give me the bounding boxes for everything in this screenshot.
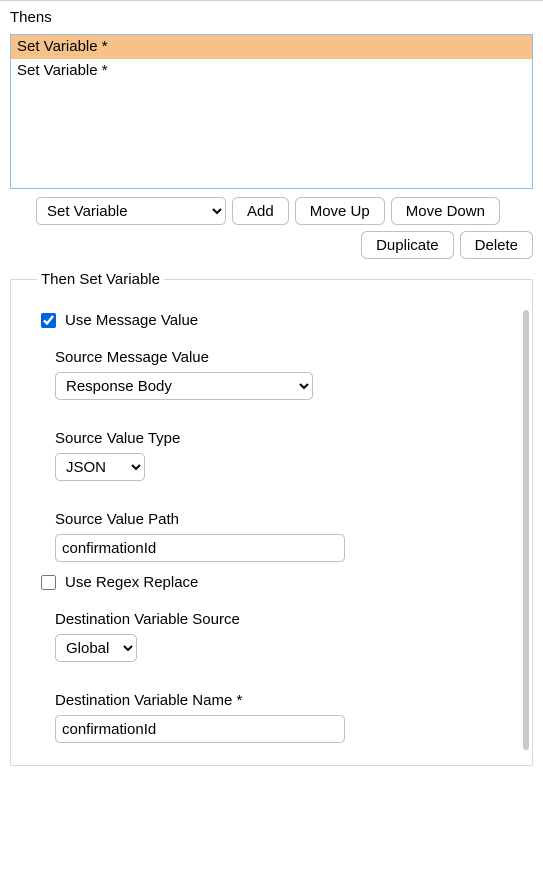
list-item[interactable]: Set Variable *: [11, 35, 532, 59]
then-set-variable-group: Then Set Variable Use Message Value Sour…: [10, 271, 533, 766]
source-value-path-block: Source Value Path: [55, 511, 514, 562]
list-controls-row-1: Set Variable Add Move Up Move Down: [36, 197, 533, 225]
list-item[interactable]: Set Variable *: [11, 59, 532, 83]
delete-button[interactable]: Delete: [460, 231, 533, 259]
use-message-value-checkbox[interactable]: [41, 313, 56, 328]
dest-var-name-block: Destination Variable Name *: [55, 692, 514, 743]
dest-var-source-select[interactable]: Global: [55, 634, 137, 662]
list-controls-row-2: Duplicate Delete: [10, 231, 533, 259]
dest-var-name-input[interactable]: [55, 715, 345, 743]
dest-var-source-label: Destination Variable Source: [55, 611, 514, 628]
source-value-path-input[interactable]: [55, 534, 345, 562]
use-message-value-label: Use Message Value: [65, 312, 198, 329]
thens-panel: Thens Set Variable *Set Variable * Set V…: [0, 0, 543, 888]
source-message-value-label: Source Message Value: [55, 349, 514, 366]
source-message-value-select[interactable]: Response Body: [55, 372, 313, 400]
move-up-button[interactable]: Move Up: [295, 197, 385, 225]
group-legend: Then Set Variable: [37, 271, 164, 288]
source-message-value-block: Source Message Value Response Body: [55, 349, 514, 400]
dest-var-name-label: Destination Variable Name *: [55, 692, 514, 709]
add-button[interactable]: Add: [232, 197, 289, 225]
group-scrollbar[interactable]: [523, 310, 529, 750]
move-down-button[interactable]: Move Down: [391, 197, 500, 225]
source-value-type-label: Source Value Type: [55, 430, 514, 447]
duplicate-button[interactable]: Duplicate: [361, 231, 454, 259]
use-regex-replace-row[interactable]: Use Regex Replace: [37, 572, 514, 593]
use-regex-replace-label: Use Regex Replace: [65, 574, 198, 591]
thens-listbox[interactable]: Set Variable *Set Variable *: [10, 34, 533, 189]
then-type-select[interactable]: Set Variable: [36, 197, 226, 225]
source-value-path-label: Source Value Path: [55, 511, 514, 528]
section-title: Thens: [10, 9, 533, 26]
dest-var-source-block: Destination Variable Source Global: [55, 611, 514, 662]
use-regex-replace-checkbox[interactable]: [41, 575, 56, 590]
source-value-type-block: Source Value Type JSON: [55, 430, 514, 481]
use-message-value-row[interactable]: Use Message Value: [37, 310, 514, 331]
source-value-type-select[interactable]: JSON: [55, 453, 145, 481]
